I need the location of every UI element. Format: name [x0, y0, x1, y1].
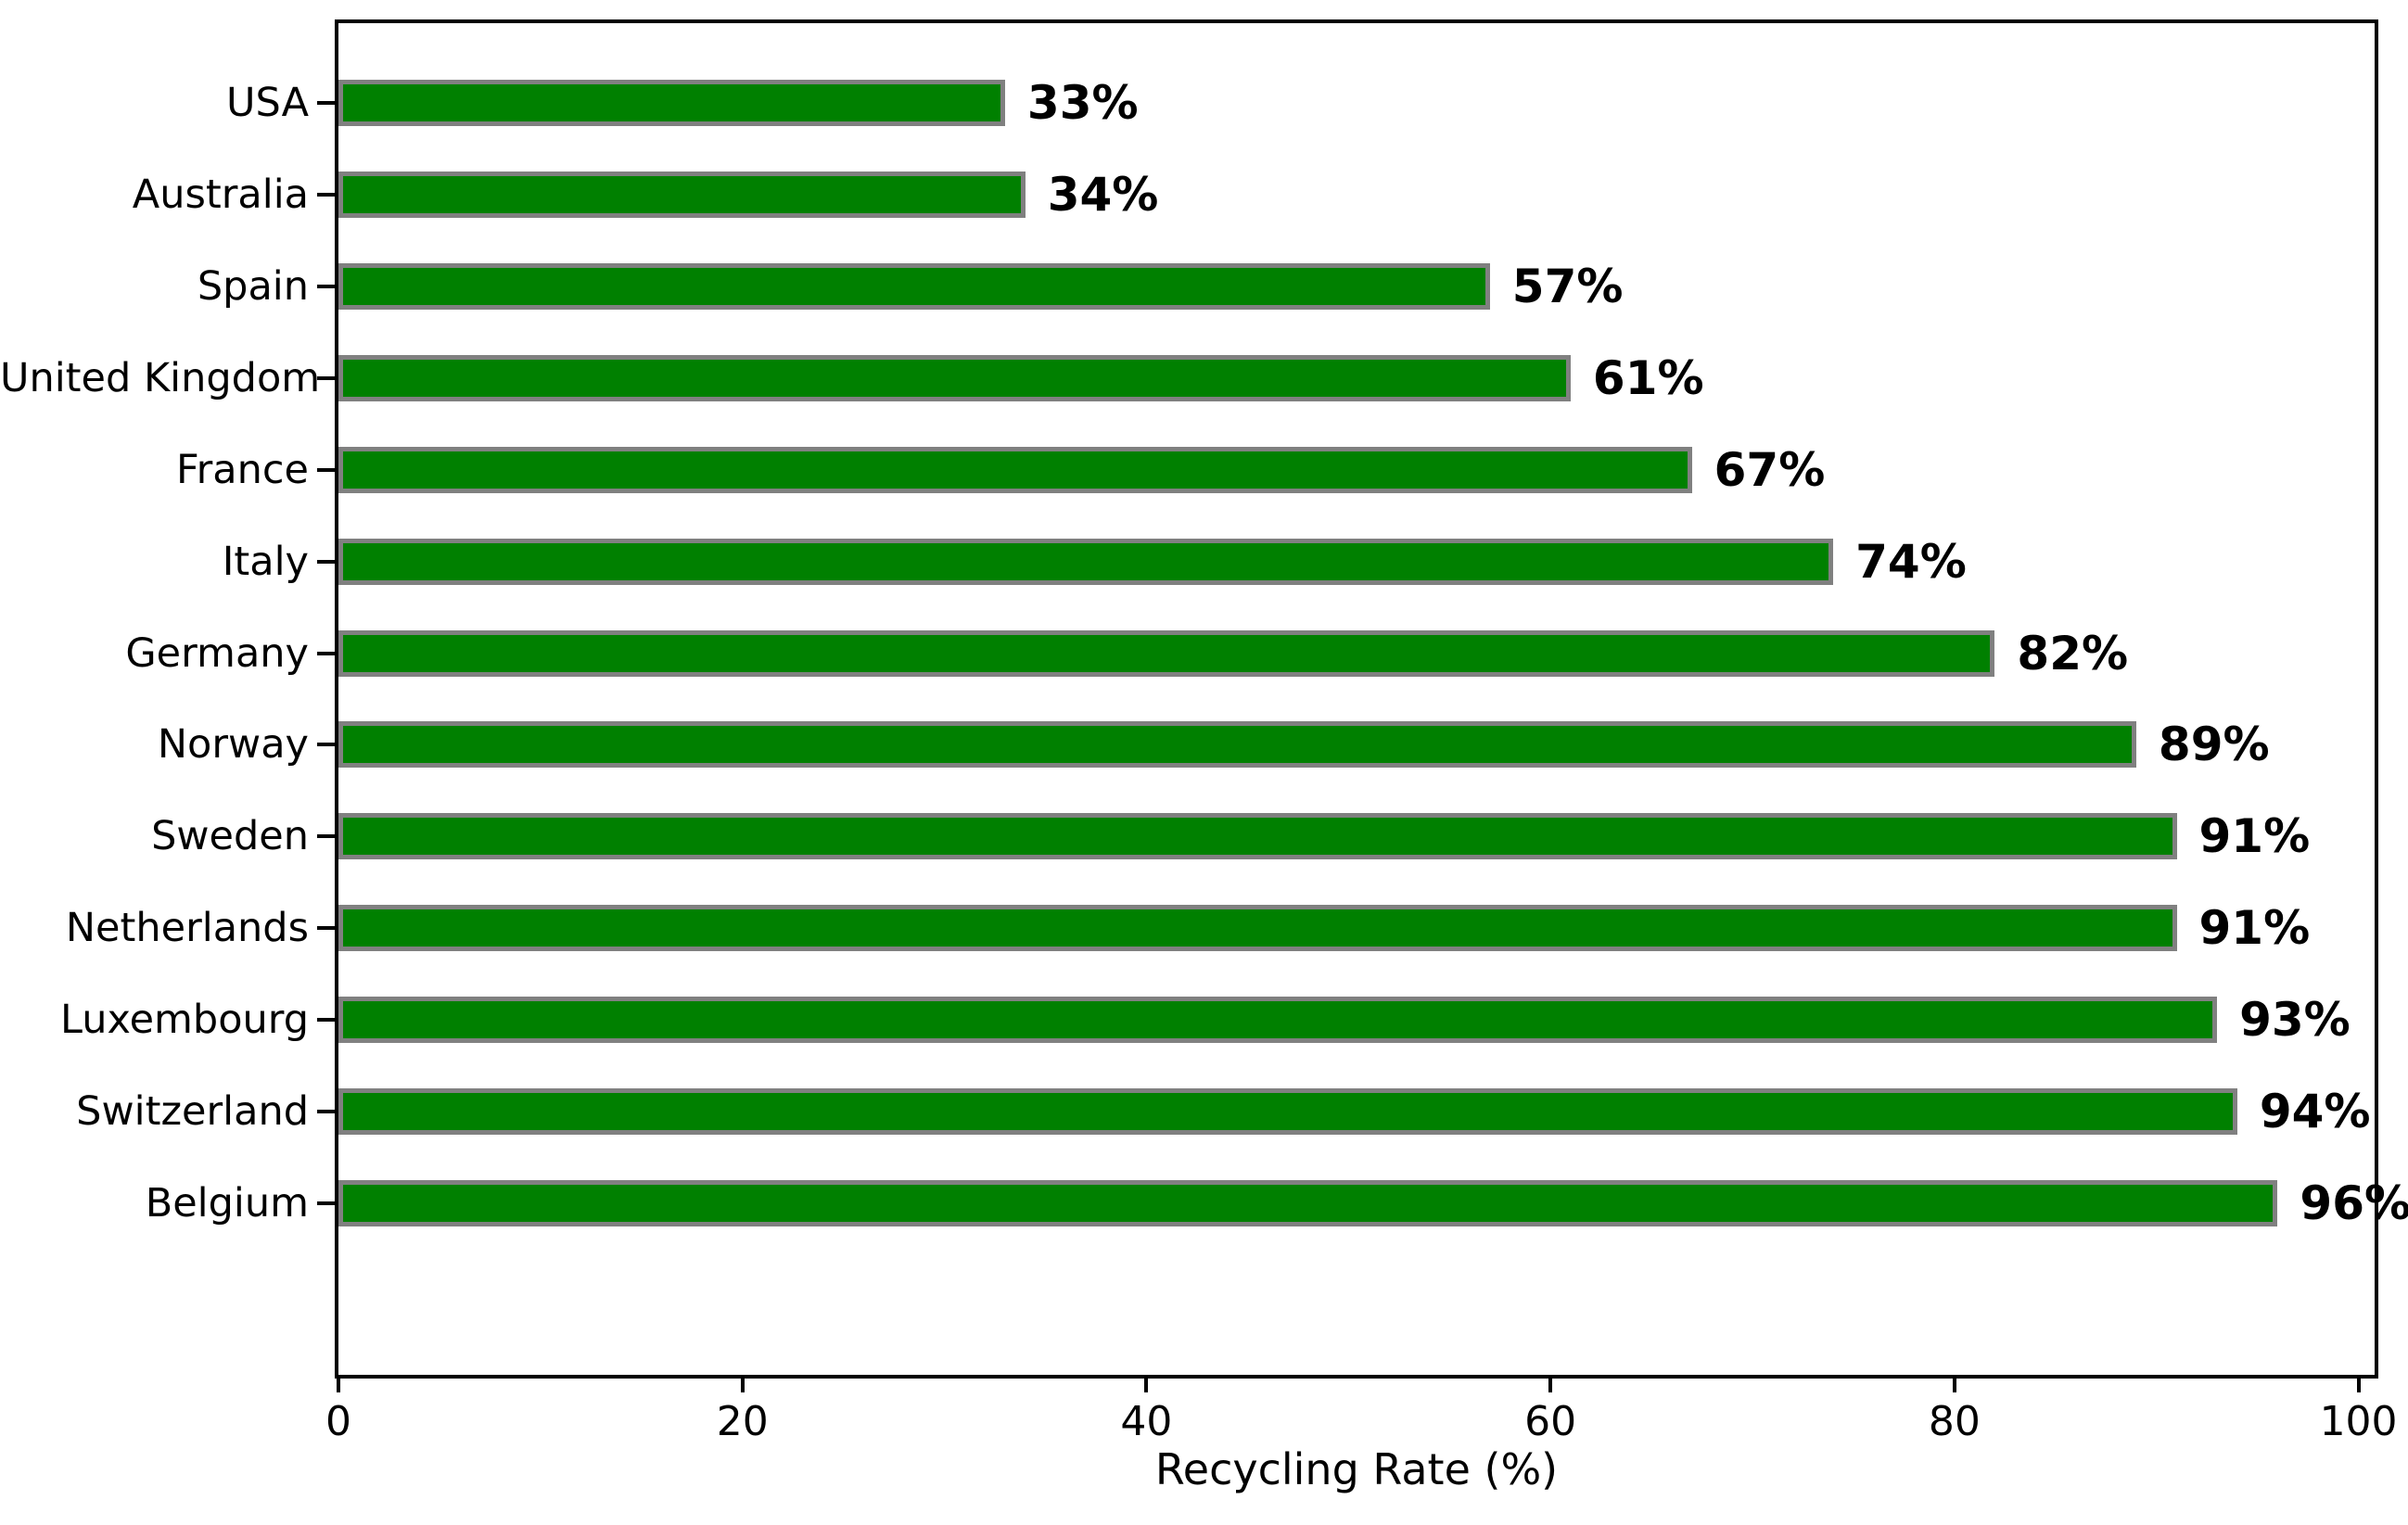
- bar-value-label: 94%: [2259, 1084, 2371, 1138]
- bar: [338, 629, 1995, 677]
- bar-value-label: 91%: [2198, 809, 2311, 864]
- bar-value-label: 96%: [2300, 1176, 2408, 1230]
- category-label: Italy: [222, 538, 309, 585]
- plot-area: [335, 19, 2378, 1379]
- y-tick-mark: [317, 651, 337, 655]
- x-axis-label: Recycling Rate (%): [1154, 1444, 1559, 1494]
- bar: [338, 355, 1571, 402]
- x-tick-label: 0: [325, 1398, 351, 1445]
- x-tick-label: 20: [716, 1398, 769, 1445]
- category-label: Luxembourg: [60, 996, 309, 1043]
- category-label: Australia: [132, 172, 309, 219]
- bar: [338, 996, 2218, 1043]
- y-tick-mark: [317, 834, 337, 839]
- y-tick-mark: [317, 285, 337, 289]
- category-label: Spain: [197, 263, 309, 311]
- bar-value-label: 91%: [2198, 901, 2311, 956]
- bar-value-label: 57%: [1511, 260, 1624, 314]
- bar-value-label: 89%: [2158, 718, 2270, 772]
- y-tick-mark: [317, 1109, 337, 1113]
- category-label: USA: [226, 80, 309, 127]
- x-tick-mark: [337, 1377, 340, 1392]
- bar: [338, 1087, 2237, 1135]
- y-tick-mark: [317, 1201, 337, 1205]
- y-tick-mark: [317, 376, 337, 381]
- y-tick-mark: [317, 101, 337, 106]
- category-label: Belgium: [145, 1179, 309, 1226]
- bar-value-label: 61%: [1592, 351, 1704, 406]
- bar: [338, 721, 2136, 769]
- bar: [338, 538, 1834, 585]
- bar: [338, 263, 1490, 311]
- y-tick-mark: [317, 743, 337, 747]
- x-tick-label: 80: [1928, 1398, 1981, 1445]
- bar: [338, 1179, 2278, 1226]
- bar: [338, 80, 1005, 127]
- bar-value-label: 93%: [2239, 992, 2351, 1047]
- bar-value-label: 74%: [1855, 534, 1967, 589]
- bar: [338, 172, 1026, 219]
- y-tick-mark: [317, 1017, 337, 1022]
- x-tick-mark: [2356, 1377, 2361, 1392]
- category-label: United Kingdom: [0, 355, 321, 402]
- bar-value-label: 82%: [2017, 626, 2129, 680]
- x-tick-label: 100: [2319, 1398, 2398, 1445]
- y-tick-mark: [317, 467, 337, 472]
- x-tick-mark: [740, 1377, 745, 1392]
- category-label: France: [176, 446, 309, 493]
- bar-value-label: 67%: [1714, 442, 1826, 497]
- y-tick-mark: [317, 926, 337, 931]
- bar: [338, 905, 2177, 952]
- bar-value-label: 33%: [1026, 76, 1139, 131]
- bar: [338, 446, 1692, 493]
- x-tick-label: 40: [1120, 1398, 1173, 1445]
- x-tick-mark: [1548, 1377, 1553, 1392]
- category-label: Germany: [125, 629, 309, 677]
- x-tick-mark: [1144, 1377, 1149, 1392]
- category-label: Netherlands: [65, 905, 309, 952]
- y-tick-mark: [317, 193, 337, 197]
- bar-value-label: 34%: [1047, 168, 1159, 222]
- x-tick-label: 60: [1524, 1398, 1577, 1445]
- y-tick-mark: [317, 559, 337, 564]
- category-label: Switzerland: [76, 1087, 309, 1135]
- category-label: Norway: [157, 721, 309, 769]
- bar: [338, 813, 2177, 860]
- category-label: Sweden: [151, 813, 309, 860]
- x-tick-mark: [1952, 1377, 1956, 1392]
